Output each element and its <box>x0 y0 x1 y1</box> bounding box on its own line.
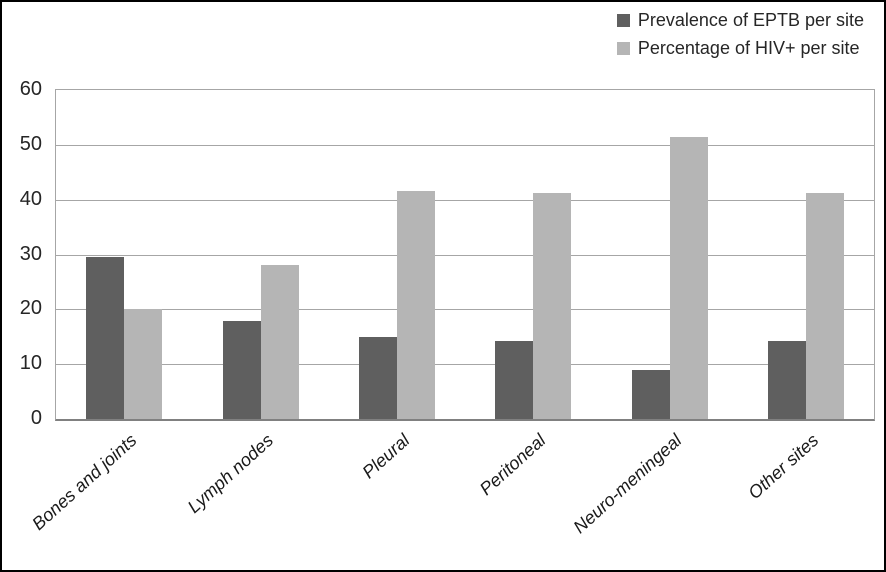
bar-hiv <box>533 193 572 419</box>
x-axis-label: Bones and joints <box>28 430 141 534</box>
plot-area <box>55 89 875 421</box>
y-axis-tick-label: 40 <box>19 187 42 210</box>
bar-eptb <box>631 369 670 419</box>
bar-eptb <box>495 341 534 419</box>
y-axis-tick-label: 20 <box>19 297 42 320</box>
y-axis-tick-label: 30 <box>19 242 42 265</box>
bar-hiv <box>669 136 708 419</box>
bar-eptb <box>86 257 125 419</box>
bar-hiv <box>260 265 299 419</box>
legend-swatch-hiv-icon <box>616 42 630 55</box>
x-axis-label: Other sites <box>744 430 823 504</box>
bar-hiv <box>124 309 163 419</box>
bar-hiv <box>805 193 844 419</box>
legend-item-hiv: Percentage of HIV+ per site <box>616 38 864 59</box>
gridline <box>56 309 874 311</box>
bar-eptb <box>358 336 397 419</box>
gridline <box>56 199 874 201</box>
y-axis-tick-label: 60 <box>19 78 42 100</box>
gridline <box>56 144 874 146</box>
x-axis-label: Lymph nodes <box>183 430 277 517</box>
bar-eptb <box>222 321 261 419</box>
x-axis-label: Pleural <box>358 430 414 483</box>
gridline <box>56 254 874 256</box>
gridline <box>56 364 874 366</box>
bar-eptb <box>767 341 806 419</box>
y-axis-tick-label: 50 <box>19 132 42 155</box>
x-axis-label: Peritoneal <box>475 430 550 500</box>
bar-hiv <box>396 191 435 419</box>
legend-label-eptb: Prevalence of EPTB per site <box>637 10 864 30</box>
legend-item-eptb: Prevalence of EPTB per site <box>616 10 864 31</box>
x-axis-label: Neuro-meningeal <box>569 430 686 538</box>
y-axis-tick-label: 10 <box>19 352 42 375</box>
legend-label-hiv: Percentage of HIV+ per site <box>637 38 860 58</box>
y-axis-tick-label: 0 <box>30 407 42 429</box>
legend: Prevalence of EPTB per site Percentage o… <box>616 10 864 59</box>
legend-swatch-eptb-icon <box>616 14 630 27</box>
